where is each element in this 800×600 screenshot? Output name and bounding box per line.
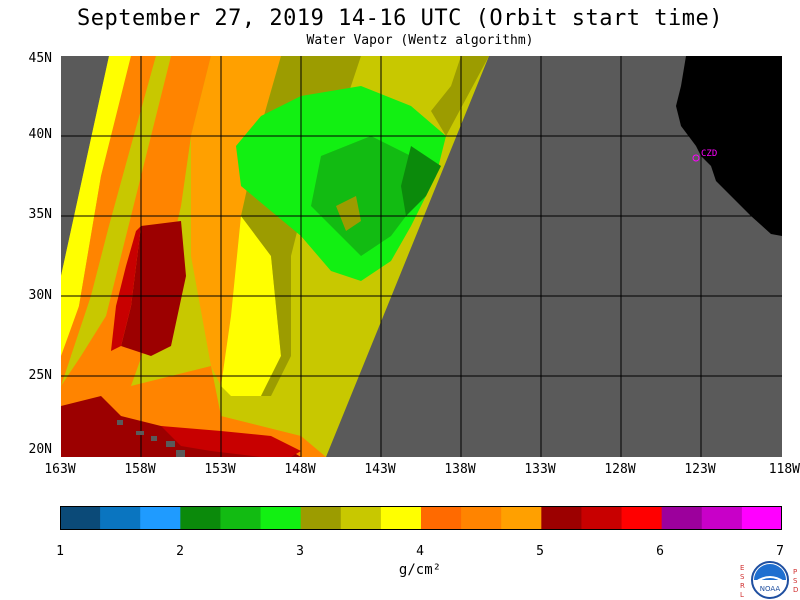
lat-label-30n: 30N <box>28 288 52 303</box>
band-orange-west <box>61 56 211 396</box>
colorbar-swatch <box>701 506 743 530</box>
colorbar-swatch <box>300 506 342 530</box>
colorbar-swatch <box>541 506 582 530</box>
lon-label-158w: 158W <box>124 462 156 477</box>
band-ochre-mid <box>191 56 281 386</box>
lon-label-128w: 128W <box>604 462 636 477</box>
colorbar-swatch <box>461 506 502 530</box>
lat-label-25n: 25N <box>28 368 52 383</box>
lon-label-148w: 148W <box>284 462 316 477</box>
map-title: September 27, 2019 14-16 UTC (Orbit star… <box>76 6 724 31</box>
colorbar-swatch <box>100 506 141 530</box>
czd-station-marker <box>692 154 700 162</box>
colorbar-swatch <box>380 506 422 530</box>
band-left-yellow <box>71 56 171 356</box>
swath-edge-yellow <box>61 56 131 356</box>
colorbar-swatch <box>741 506 782 530</box>
band-yellow-mid <box>221 216 281 396</box>
colorbar-swatch <box>260 506 302 530</box>
logo-letter-p: P <box>793 568 798 576</box>
lon-label-138w: 138W <box>444 462 476 477</box>
colorbar-swatch <box>621 506 663 530</box>
swath-edge-orange <box>61 56 156 386</box>
lon-label-123w: 123W <box>684 462 716 477</box>
czd-station-label: CZD <box>701 149 717 159</box>
logo-letter-s2: S <box>793 577 798 585</box>
lon-label-143w: 143W <box>364 462 396 477</box>
green-east-dark <box>401 146 441 216</box>
hawaii-islands <box>117 420 185 457</box>
lon-label-118w: 118W <box>768 462 800 477</box>
colorbar-swatch <box>421 506 462 530</box>
green-dark-patch <box>311 136 421 256</box>
colorbar-tick-5: 5 <box>536 544 544 559</box>
red-south-rim <box>161 426 301 457</box>
colorbar-tick-1: 1 <box>56 544 64 559</box>
logo-letter-l: L <box>740 591 744 599</box>
colorbar-swatch <box>581 506 623 530</box>
olive-blob <box>336 196 361 231</box>
map-subtitle: Water Vapor (Wentz algorithm) <box>306 33 534 48</box>
logo-letter-r: R <box>740 582 745 590</box>
lon-label-153w: 153W <box>204 462 236 477</box>
colorbar-swatch <box>501 506 542 530</box>
colorbar-tick-4: 4 <box>416 544 424 559</box>
lat-label-20n: 20N <box>28 442 52 457</box>
colorbar-swatch <box>661 506 703 530</box>
lon-label-133w: 133W <box>524 462 556 477</box>
colorbar-swatches <box>60 506 782 530</box>
noaa-logo: E S R L P S D NOAA <box>738 560 800 600</box>
logo-letter-d: D <box>793 586 799 594</box>
dark-red-core <box>121 221 186 356</box>
colorbar-swatch <box>180 506 221 530</box>
logo-letter-e: E <box>740 564 745 572</box>
colorbar-swatch <box>60 506 101 530</box>
colorbar-tick-6: 6 <box>656 544 664 559</box>
lat-label-45n: 45N <box>28 51 52 66</box>
lon-label-163w: 163W <box>44 462 76 477</box>
colorbar-tick-7: 7 <box>776 544 784 559</box>
colorbar-tick-3: 3 <box>296 544 304 559</box>
lat-label-35n: 35N <box>28 207 52 222</box>
red-core-rim <box>111 226 141 351</box>
gridlines <box>61 56 782 457</box>
colorbar <box>60 506 782 530</box>
water-vapor-map: CZD <box>61 56 782 457</box>
land-california <box>676 56 782 236</box>
colorbar-tick-2: 2 <box>176 544 184 559</box>
colorbar-swatch <box>220 506 262 530</box>
svg-text:NOAA: NOAA <box>760 585 781 593</box>
lat-label-40n: 40N <box>28 127 52 142</box>
olive-edge <box>431 56 489 136</box>
logo-letter-s: S <box>740 573 745 581</box>
noaa-emblem: NOAA <box>751 561 789 599</box>
colorbar-swatch <box>340 506 382 530</box>
colorbar-swatch <box>140 506 181 530</box>
colorbar-unit: g/cm² <box>398 562 442 578</box>
